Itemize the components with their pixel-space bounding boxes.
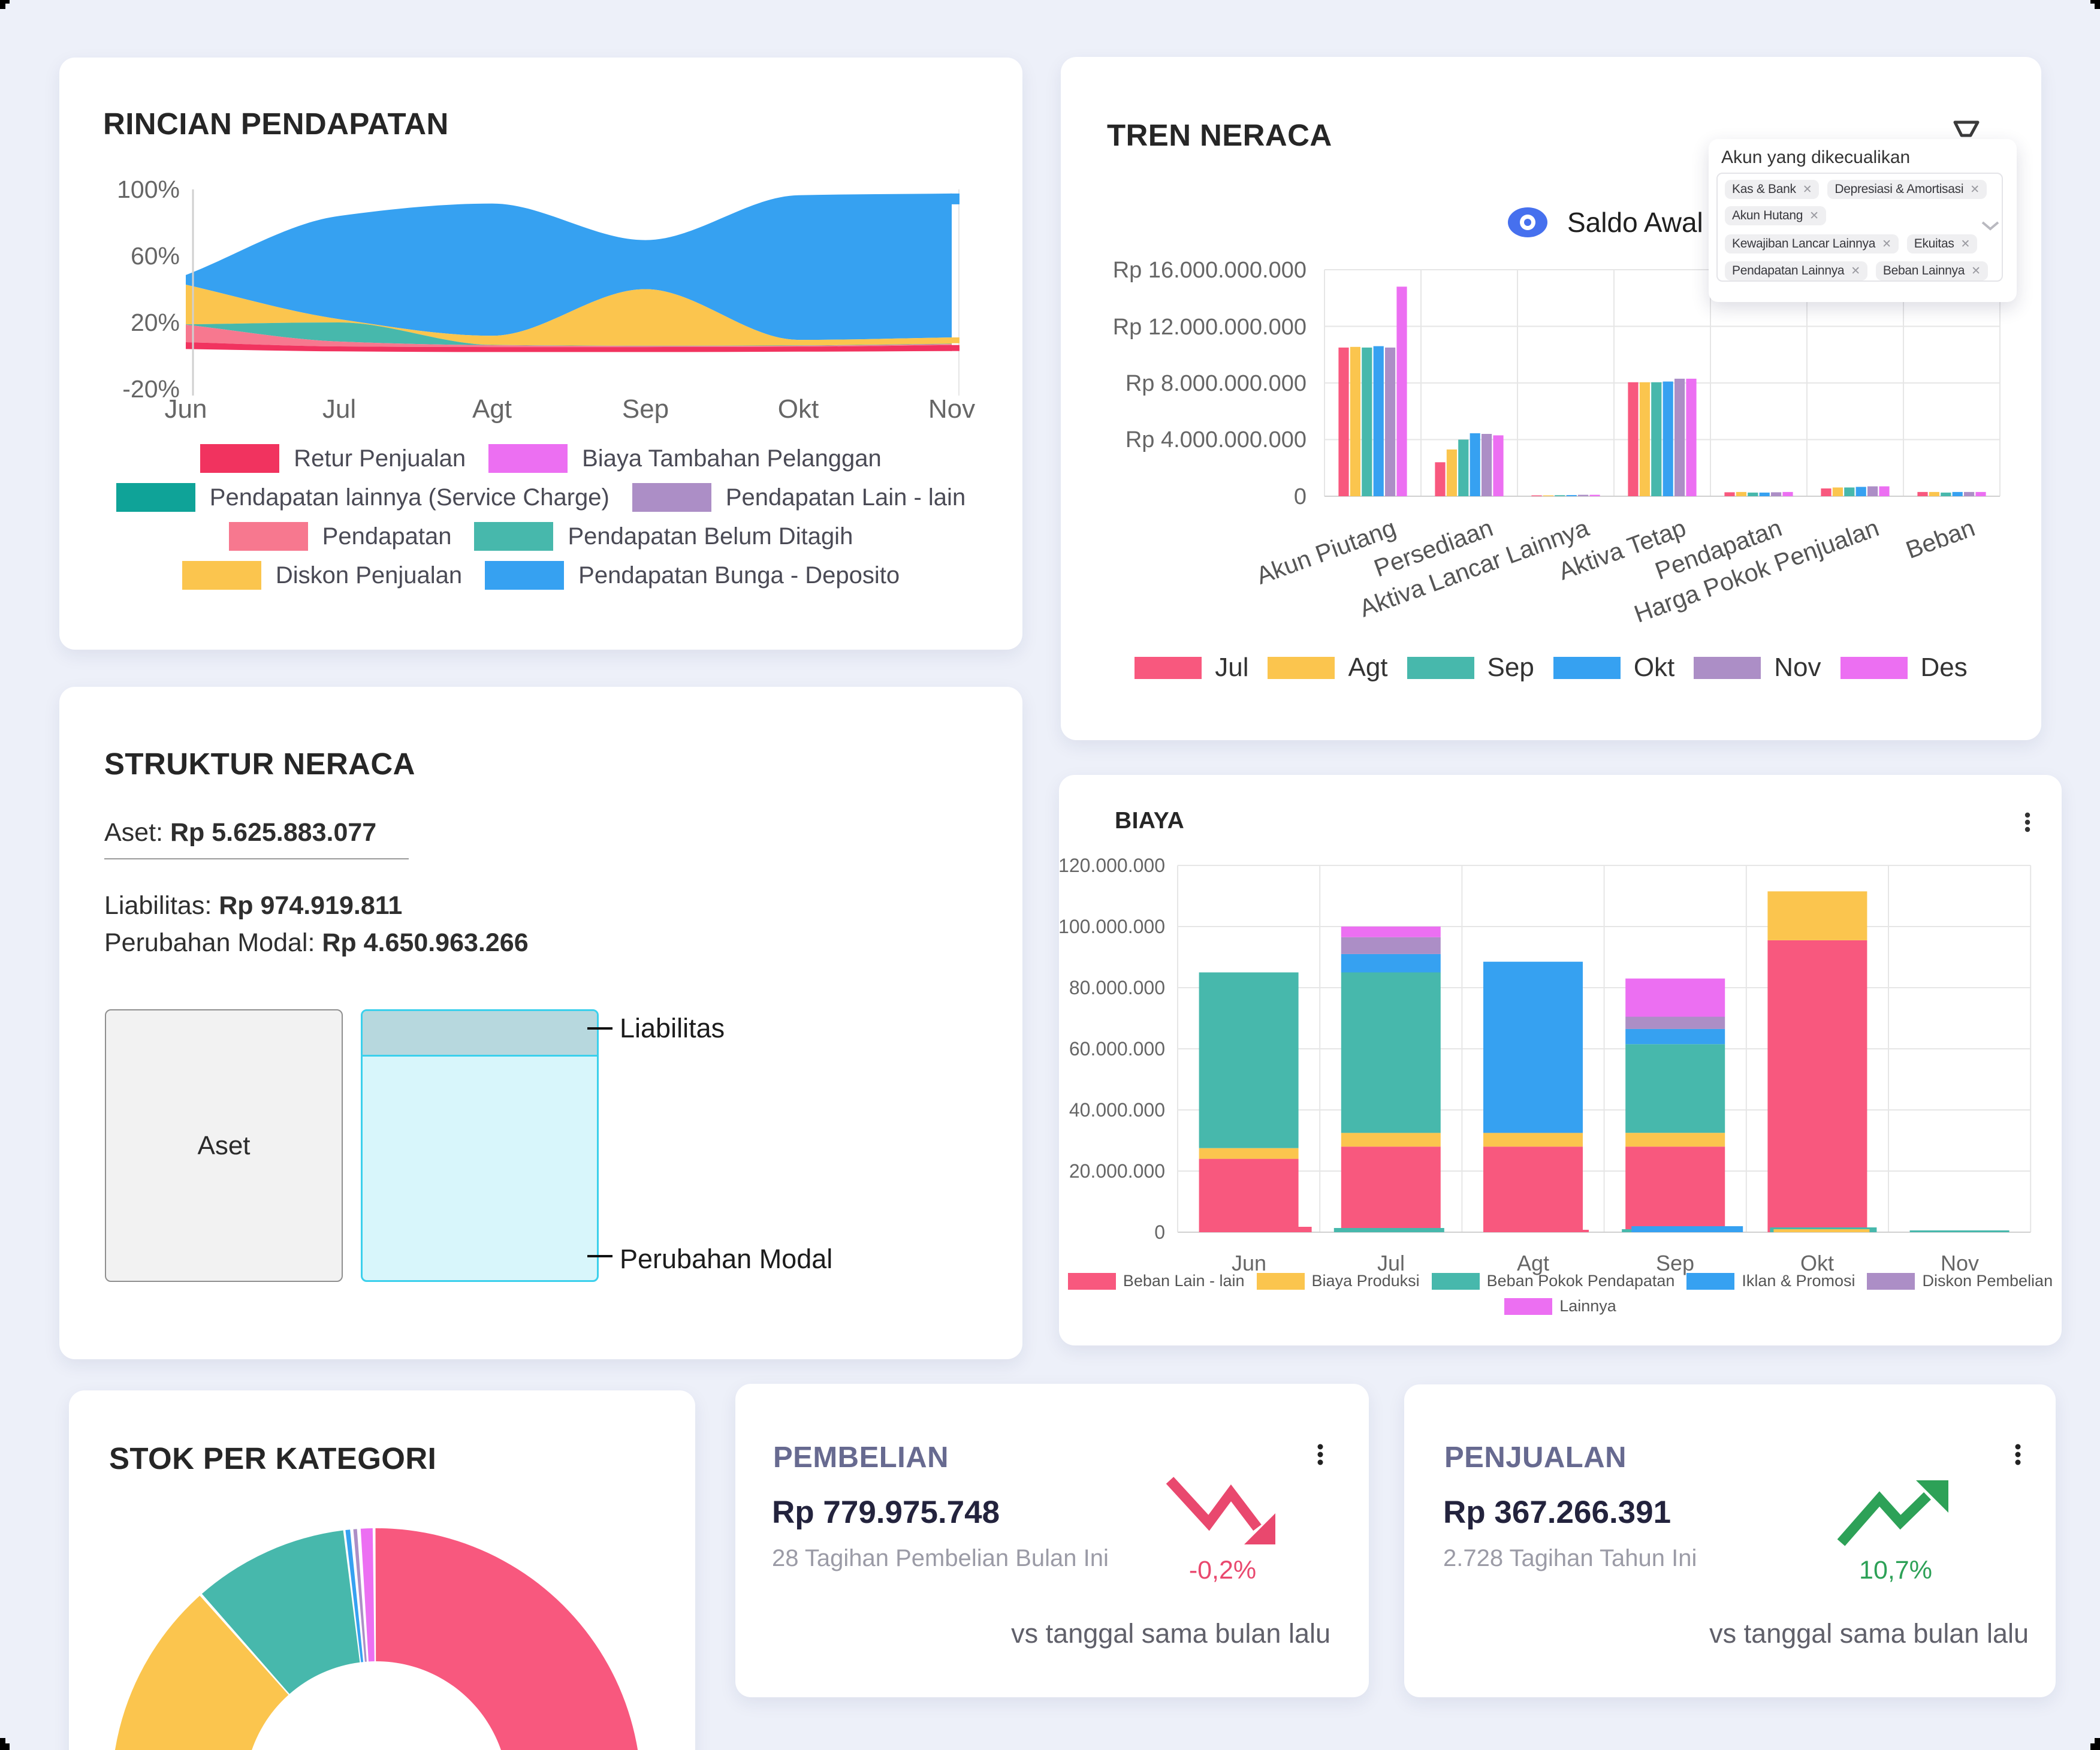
svg-text:Jun: Jun	[165, 394, 207, 424]
svg-text:100%: 100%	[117, 176, 180, 203]
svg-text:20.000.000: 20.000.000	[1069, 1160, 1165, 1182]
svg-text:Jun: Jun	[1232, 1251, 1266, 1275]
svg-text:Nov: Nov	[1941, 1251, 1979, 1275]
svg-text:Beban: Beban	[1902, 514, 1978, 564]
svg-text:Nov: Nov	[928, 394, 975, 424]
svg-text:Rp 16.000.000.000: Rp 16.000.000.000	[1113, 258, 1307, 283]
svg-text:Rp 12.000.000.000: Rp 12.000.000.000	[1113, 315, 1307, 340]
svg-text:Okt: Okt	[778, 394, 819, 424]
svg-text:Sep: Sep	[1656, 1251, 1694, 1275]
svg-text:-20%: -20%	[122, 375, 180, 403]
svg-text:Jul: Jul	[1377, 1251, 1405, 1275]
svg-text:40.000.000: 40.000.000	[1069, 1099, 1165, 1121]
svg-text:0: 0	[1294, 484, 1307, 509]
svg-text:Rp 8.000.000.000: Rp 8.000.000.000	[1126, 371, 1307, 396]
svg-text:Jul: Jul	[322, 394, 356, 424]
svg-text:60%: 60%	[131, 242, 180, 270]
svg-text:Akun Piutang: Akun Piutang	[1253, 514, 1399, 590]
svg-text:Saldo Awal: Saldo Awal	[1567, 207, 1703, 238]
svg-text:100.000.000: 100.000.000	[1058, 916, 1165, 937]
svg-text:Sep: Sep	[622, 394, 669, 424]
svg-text:20%: 20%	[131, 309, 180, 336]
svg-text:Rp 4.000.000.000: Rp 4.000.000.000	[1126, 427, 1307, 452]
svg-text:Agt: Agt	[1517, 1251, 1549, 1275]
svg-text:0: 0	[1154, 1221, 1165, 1243]
svg-text:Agt: Agt	[472, 394, 512, 424]
svg-text:80.000.000: 80.000.000	[1069, 977, 1165, 998]
svg-text:60.000.000: 60.000.000	[1069, 1038, 1165, 1060]
svg-text:120.000.000: 120.000.000	[1058, 855, 1165, 876]
svg-text:Okt: Okt	[1800, 1251, 1834, 1275]
